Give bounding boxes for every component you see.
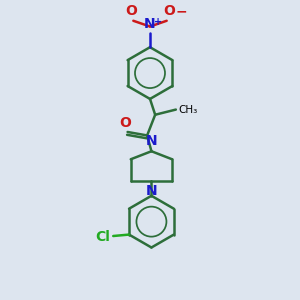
Text: N: N xyxy=(146,184,157,198)
Text: −: − xyxy=(176,4,188,19)
Text: CH₃: CH₃ xyxy=(178,105,197,115)
Text: N: N xyxy=(146,134,157,148)
Text: N: N xyxy=(144,16,156,31)
Text: Cl: Cl xyxy=(95,230,110,244)
Text: O: O xyxy=(120,116,131,130)
Text: O: O xyxy=(125,4,137,19)
Text: +: + xyxy=(154,17,162,27)
Text: O: O xyxy=(163,4,175,19)
